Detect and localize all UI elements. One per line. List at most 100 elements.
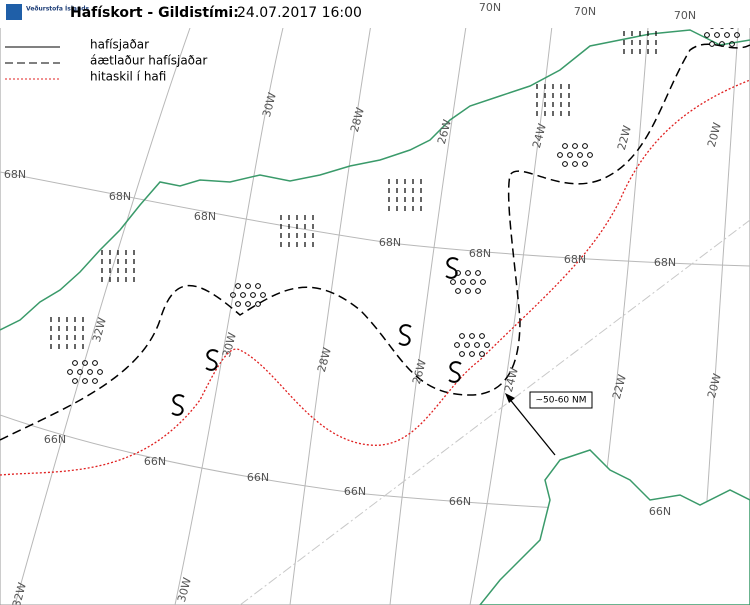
annotation: ~50-60 NM	[535, 396, 586, 406]
ice-dot	[562, 161, 568, 167]
ice-dot	[450, 279, 456, 285]
legend-label: hitaskil í hafi	[90, 70, 166, 84]
grid-label: 66N	[247, 471, 269, 484]
ice-dot	[480, 279, 486, 285]
ice-dot	[454, 342, 460, 348]
grid-label: 20W	[705, 372, 724, 400]
ice-dot	[465, 270, 471, 276]
ice-dot	[464, 342, 470, 348]
ice-dot	[582, 161, 588, 167]
ice-dot	[260, 292, 266, 298]
ice-dot	[582, 143, 588, 149]
ocean-front	[0, 79, 750, 476]
ice-dot	[719, 41, 725, 47]
title: Hafískort - Gildistími:	[70, 5, 239, 21]
ice-dot	[72, 360, 78, 366]
s-symbol	[398, 324, 412, 346]
grid-label: 68N	[379, 236, 401, 249]
ice-dot	[82, 360, 88, 366]
ice-dot	[459, 333, 465, 339]
ice-dot	[704, 32, 710, 38]
ice-dot	[577, 152, 583, 158]
ice-dot	[479, 333, 485, 339]
ice-dot	[469, 333, 475, 339]
ice-dot	[459, 351, 465, 357]
grid-label: 68N	[469, 247, 491, 260]
ice-dot	[240, 292, 246, 298]
grid-label: 68N	[194, 210, 216, 223]
logo-icon	[6, 4, 22, 20]
ice-dot	[709, 41, 715, 47]
ice-dot	[82, 378, 88, 384]
grid-label: 28W	[348, 106, 367, 134]
ice-dot	[87, 369, 93, 375]
grid-label: 70N	[674, 9, 696, 22]
ice-symbols	[50, 22, 740, 416]
ice-dot	[475, 270, 481, 276]
ice-dot	[729, 41, 735, 47]
arrow-head	[505, 393, 515, 403]
annotation-box	[529, 391, 593, 409]
ice-dot	[469, 351, 475, 357]
grid-label: 24W	[502, 366, 521, 394]
ice-dot	[474, 342, 480, 348]
ice-dot	[572, 161, 578, 167]
s-symbol	[171, 394, 185, 416]
grid-label: 30W	[175, 576, 194, 604]
estimated-ice-edge	[0, 43, 750, 441]
grid-label: 22W	[615, 124, 634, 152]
s-symbol	[445, 257, 459, 279]
grid-label: 66N	[144, 455, 166, 468]
legend-label: áætlaður hafísjaðar	[90, 54, 207, 68]
grid-label: 66N	[649, 505, 671, 518]
ice-dot	[230, 292, 236, 298]
ice-dot	[67, 369, 73, 375]
ice-dot	[245, 283, 251, 289]
ice-dot	[475, 288, 481, 294]
grid-label: 70N	[479, 1, 501, 14]
grid-label: 28W	[315, 346, 334, 374]
grid-label: 68N	[654, 256, 676, 269]
grid-label: 24W	[530, 122, 549, 150]
ice-dot	[557, 152, 563, 158]
grid-label: 68N	[4, 168, 26, 181]
greenland-coast	[0, 29, 750, 331]
arrow	[507, 396, 556, 456]
ice-dot	[255, 301, 261, 307]
iceland-coast	[479, 449, 750, 605]
ice-dot	[72, 378, 78, 384]
logo-text: Veðurstofa Íslands	[26, 5, 90, 13]
grid-label: 66N	[449, 495, 471, 508]
ice-dot	[235, 283, 241, 289]
grid-label: 66N	[44, 433, 66, 446]
grid-label: 66N	[344, 485, 366, 498]
grid-label: 68N	[564, 253, 586, 266]
grid-label: 70N	[574, 5, 596, 18]
grid-label: 68N	[109, 190, 131, 203]
ice-dot	[587, 152, 593, 158]
grid-label: 30W	[260, 91, 279, 119]
s-symbol	[448, 361, 462, 383]
ice-dot	[484, 342, 490, 348]
ice-dot	[92, 378, 98, 384]
ice-dot	[245, 301, 251, 307]
ice-dot	[455, 270, 461, 276]
ice-dot	[97, 369, 103, 375]
datetime: 24.07.2017 16:00	[237, 5, 362, 21]
grid-label: 20W	[705, 121, 724, 149]
ice-dot	[455, 288, 461, 294]
ice-dot	[734, 32, 740, 38]
grid-label: 30W	[220, 331, 239, 359]
ice-dot	[465, 288, 471, 294]
ice-dot	[460, 279, 466, 285]
header-bg	[0, 0, 750, 28]
grid-label: 22W	[610, 373, 629, 401]
s-symbol	[205, 349, 219, 371]
ice-dot	[235, 301, 241, 307]
ice-dot	[250, 292, 256, 298]
ice-dot	[714, 32, 720, 38]
grid-label: 32W	[10, 581, 29, 605]
ice-dot	[562, 143, 568, 149]
ice-dot	[724, 32, 730, 38]
